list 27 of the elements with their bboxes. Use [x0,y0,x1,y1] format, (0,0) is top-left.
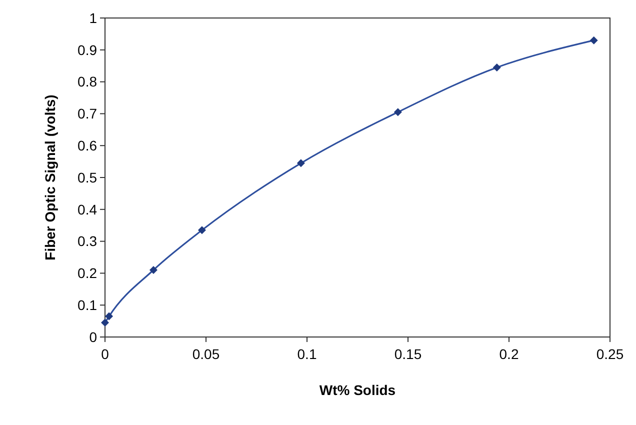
point [198,226,206,234]
y-tick-label: 0.8 [78,74,98,90]
point [296,159,305,168]
y-tick-label: 0.4 [78,201,98,218]
y-axis-title: Fiber Optic Signal (volts) [42,94,58,260]
x-tick-label: 0.2 [499,346,519,362]
x-tick-label: 0.05 [192,346,220,362]
x-tick-label: 0 [101,346,110,362]
x-tick-label: 0.1 [297,346,317,362]
y-tick-label: 1 [89,10,98,26]
point [101,318,109,327]
y-tick-label: 0.9 [78,42,98,58]
point [492,63,501,72]
x-tick-label: 0.25 [596,346,624,362]
y-tick-label: 0.2 [78,265,98,282]
point [105,312,114,320]
x-tick-label: 0.15 [394,346,422,362]
y-tick-label: 0.6 [78,138,98,154]
y-tick-label: 0.7 [78,106,98,122]
y-tick-label: 0.5 [78,169,98,186]
point [590,36,598,44]
y-tick-label: 0.3 [78,233,98,250]
x-axis-title: Wt% Solids [319,382,396,398]
y-tick-label: 0 [89,328,98,345]
y-tick-label: 0.1 [78,297,98,313]
point [149,266,158,274]
point [394,108,402,116]
